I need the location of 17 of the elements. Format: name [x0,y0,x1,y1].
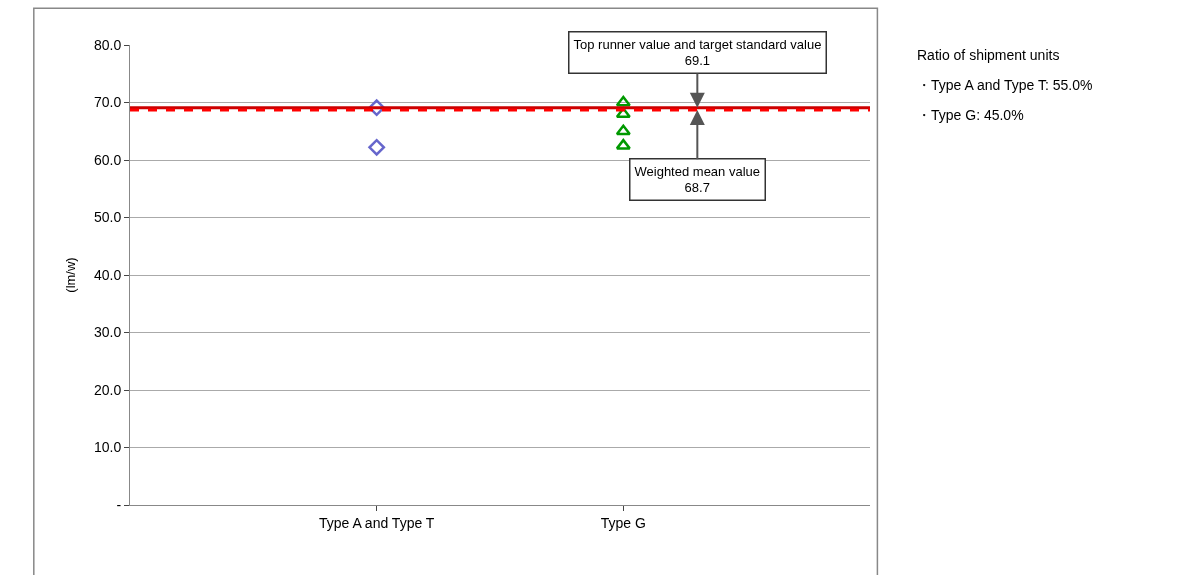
y-axis-title: (lm/w) [62,257,78,293]
y-tick-label: 20.0 [93,381,122,398]
y-tick-label: 10.0 [93,439,122,456]
y-tick-label: - [116,496,122,513]
x-tick-label: Type G [600,514,646,531]
ref-line-label: Weighted mean value 68.7 [634,163,761,196]
y-tick-label: 40.0 [93,266,122,283]
y-tick-label: 70.0 [93,94,122,111]
text: ・Type G: 45.0% [917,107,1024,123]
y-tick-label: 80.0 [93,36,122,53]
y-tick-label: 50.0 [93,209,122,226]
text: Ratio of shipment units [917,47,1060,63]
ref-line-label: Top runner value and target standard value 69.1 [573,36,822,69]
x-tick-label: Type A and Type T [318,514,435,531]
y-tick-label: 30.0 [93,324,122,341]
text: ・Type A and Type T: 55.0% [917,77,1093,93]
y-tick-label: 60.0 [93,151,122,168]
